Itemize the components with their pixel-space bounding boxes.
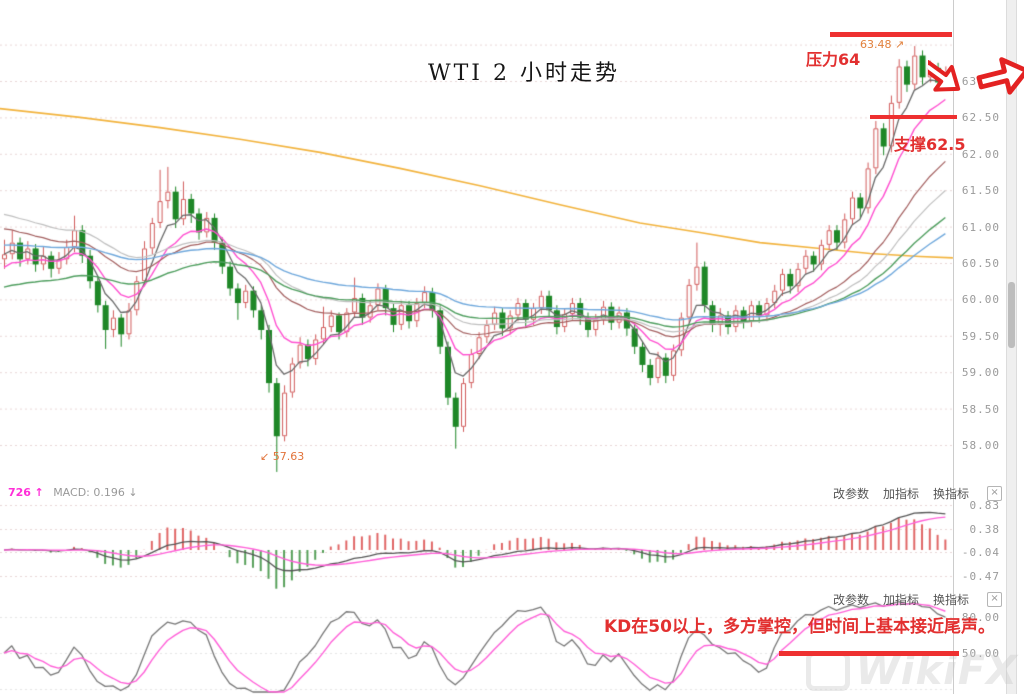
kd-axis-label: 50.00: [961, 647, 1000, 660]
macd-value: MACD: 0.196: [53, 486, 125, 499]
price-axis-label: 59.50: [961, 329, 1000, 343]
kd-change-params-button[interactable]: 改参数: [833, 593, 870, 607]
price-axis-label: 61.00: [961, 220, 1000, 234]
marked-low-label: ↙ 57.63: [260, 450, 304, 463]
kd-analysis-note: KD在50以上，多方掌控，但时间上基本接近尾声。: [604, 617, 995, 637]
price-axis-label: 61.50: [961, 184, 1000, 198]
support-highlight-line: [870, 115, 957, 119]
watermark-logo-icon: [805, 651, 850, 691]
macd-add-indicator-button[interactable]: 加指标: [883, 487, 920, 501]
price-axis-label: 58.50: [961, 402, 1000, 416]
scrollbar-thumb[interactable]: [1008, 282, 1015, 348]
axis-separator: [953, 0, 954, 694]
price-axis-label: 58.00: [961, 439, 1000, 452]
macd-axis-label: -0.04: [961, 546, 1000, 559]
kd-add-indicator-button[interactable]: 加指标: [883, 593, 920, 607]
chart-title: WTI 2 小时走势: [428, 61, 620, 86]
kd-close-icon[interactable]: ×: [987, 592, 1003, 607]
macd-down-arrow-icon[interactable]: ↓: [128, 486, 138, 499]
macd-close-icon[interactable]: ×: [987, 486, 1003, 501]
price-axis-label: 62.00: [961, 147, 1000, 161]
macd-switch-indicator-button[interactable]: 换指标: [933, 487, 970, 501]
macd-param: 726: [8, 486, 31, 499]
down-left-arrow-icon: ↙: [260, 450, 270, 463]
macd-axis-label: -0.47: [961, 570, 1000, 583]
macd-axis-label: 0.83: [969, 499, 1000, 512]
right-arrow-icon: [928, 60, 961, 92]
macd-toolbar: 改参数 加指标 换指标 ×: [833, 485, 1003, 502]
resistance-label: 压力64: [806, 50, 861, 69]
up-right-arrow-icon: ↗: [895, 38, 905, 51]
macd-indicator-label: 726 ↑ MACD: 0.196 ↓: [8, 486, 138, 499]
breakout-arrows-icon: [928, 57, 1024, 95]
kd-switch-indicator-button[interactable]: 换指标: [933, 593, 970, 607]
price-axis-label: 59.00: [961, 366, 1000, 380]
resistance-highlight-line: [830, 32, 952, 37]
recent-high-value: 63.48: [860, 38, 892, 51]
price-axis-label: 62.50: [961, 111, 1000, 125]
support-label: 支撑62.5: [894, 135, 966, 154]
marked-low-value: 57.63: [272, 450, 305, 463]
right-arrow-icon: [976, 57, 1024, 95]
kd-axis-label: 80.00: [961, 611, 1000, 624]
vertical-scrollbar[interactable]: [1006, 0, 1017, 694]
macd-up-arrow-icon[interactable]: ↑: [34, 486, 44, 499]
price-axis-label: 60.50: [961, 257, 1000, 270]
kd-toolbar: 改参数 加指标 换指标 ×: [833, 591, 1003, 608]
kd-50-highlight-line: [779, 651, 959, 656]
macd-change-params-button[interactable]: 改参数: [833, 487, 870, 501]
macd-axis-label: 0.38: [969, 523, 1000, 536]
recent-high-label: 63.48 ↗: [860, 38, 904, 51]
price-axis-label: 60.00: [961, 293, 1000, 307]
